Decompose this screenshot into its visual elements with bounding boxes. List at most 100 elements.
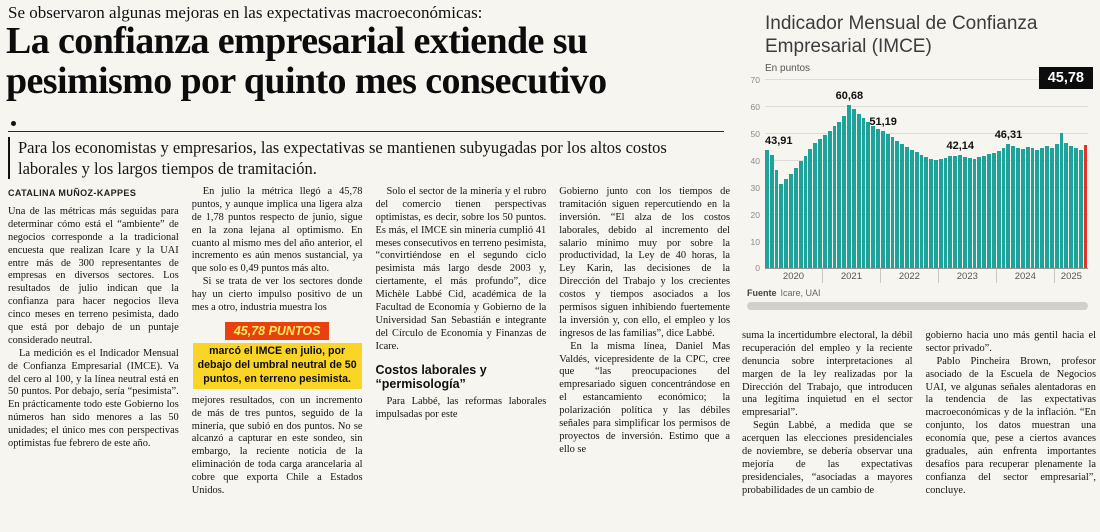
bar-month [1059, 132, 1064, 269]
article-paragraph: Solo el sector de la minería y el rubro … [375, 186, 547, 352]
bar-month [938, 159, 943, 269]
chart-x-axis: 2020 2021 2022 2023 2024 2025 [765, 268, 1088, 284]
article-column-4: Gobierno junto con los tiempos de tramit… [559, 186, 730, 530]
bar-month [919, 154, 924, 269]
bar-month [924, 156, 929, 269]
article-column-5: suma la incertidumbre electoral, la débi… [742, 330, 913, 530]
bar-month [880, 130, 885, 269]
article-paragraph: Según Labbé, a medida que se acerquen la… [742, 420, 913, 496]
bar-month [1049, 148, 1054, 269]
chart-scrollbar[interactable] [747, 302, 1088, 311]
y-axis-tick: 0 [755, 263, 760, 274]
bar-month [885, 133, 890, 269]
y-axis-tick: 20 [750, 209, 760, 220]
source-label: Fuente [747, 288, 777, 299]
bar-month [1016, 147, 1020, 269]
x-axis-year-label: 2020 [782, 271, 805, 283]
imce-chart: Indicador Mensual de Confianza Empresari… [737, 4, 1096, 326]
bar-month [1064, 142, 1069, 269]
x-axis-year-label: 2022 [879, 269, 938, 284]
bar-month-current [1083, 145, 1088, 269]
bar-month [784, 179, 789, 269]
bar-month [958, 155, 962, 269]
bar-month [876, 128, 880, 269]
article-paragraph: La medición es el Indicador Mensual de C… [8, 347, 179, 450]
article-paragraph: Una de las métricas más seguidas para de… [8, 206, 179, 346]
y-axis-tick: 40 [750, 155, 760, 166]
bar-month [803, 155, 808, 269]
bar-month [1040, 147, 1045, 269]
section-subhead: Costos laborales y “permisología” [375, 362, 487, 391]
bar-month [822, 135, 827, 269]
bar-month [832, 126, 837, 269]
chart-source: Fuente Icare, UAI [747, 288, 1088, 298]
chart-plot: 45,78 70 60 50 40 30 20 10 0 43,91 60,68 51,19 42,1… [751, 67, 1093, 273]
bar-month [837, 121, 842, 269]
y-axis-tick: 10 [750, 236, 760, 247]
x-axis-year-label: 2023 [937, 269, 996, 284]
imce-badge: 45,78 [1038, 67, 1093, 90]
bar-month [977, 157, 982, 269]
pull-quote-callout: 45,78 PUNTOS marcó el IMCE en julio, por … [192, 321, 362, 389]
article-paragraph: mejores resultados, con un incremento de… [191, 394, 363, 497]
callout-figure: 45,78 PUNTOS [224, 321, 330, 340]
bar-month [861, 117, 866, 269]
bar-month [914, 152, 919, 269]
bar-month [933, 160, 938, 269]
bar-month [991, 152, 996, 269]
bar-month [895, 140, 900, 269]
chart-data-label: 43,91 [765, 135, 793, 148]
kicker: Se observaron algunas mejoras en las exp… [8, 3, 483, 22]
bar-month [905, 146, 909, 269]
y-axis-tick: 70 [750, 75, 760, 86]
bar-month [1074, 148, 1078, 269]
bar-month [890, 137, 895, 269]
article-column-3: Solo el sector de la minería y el rubro … [376, 186, 547, 530]
bar-month [953, 155, 958, 269]
bar-month [982, 155, 987, 269]
bar-month [765, 150, 769, 269]
article-column-6: gobierno hacia uno más gentil hacia el s… [926, 330, 1097, 530]
article-paragraph: Gobierno junto con los tiempos de tramit… [559, 186, 730, 339]
y-axis-tick: 30 [750, 182, 760, 193]
bar-month [987, 154, 991, 269]
deck-subheadline: Para los economistas y empresarios, las … [8, 137, 714, 180]
chart-data-label: 46,31 [994, 128, 1023, 141]
gridline [765, 133, 1088, 135]
bar-month [1054, 144, 1059, 269]
source-value: Icare, UAI [780, 288, 821, 299]
y-axis-tick: 60 [750, 102, 760, 113]
bar-month [769, 154, 774, 269]
bar-month [1069, 146, 1073, 269]
article-column-1: CATALINA MUÑOZ-KAPPES Una de las métricas… [8, 186, 179, 530]
byline: CATALINA MUÑOZ-KAPPES [8, 188, 137, 198]
bar-month [943, 157, 948, 269]
bar-month [1035, 149, 1040, 269]
article-paragraph: Si se trata de ver los sectores donde ha… [191, 276, 363, 314]
article-column-2: En julio la métrica llegó a 45,78 puntos… [192, 186, 363, 530]
bar-month [948, 156, 953, 269]
bar-month [1001, 147, 1006, 269]
bar-month [1025, 146, 1030, 269]
bar-month [962, 156, 967, 269]
page-title: La confianza empresarial extiende su pes… [6, 20, 607, 102]
chart-title: Indicador Mensual de Confianza Empresari… [765, 13, 1038, 58]
body-columns-left: CATALINA MUÑOZ-KAPPES Una de las métricas… [8, 186, 730, 530]
bar-month [1006, 143, 1011, 269]
x-axis-year-label: 2024 [995, 269, 1054, 284]
x-axis-year-label: 2025 [1053, 269, 1088, 284]
gridline [765, 79, 1088, 81]
bar-month [1011, 145, 1016, 269]
bar-month [798, 161, 803, 269]
bar-month [967, 158, 972, 269]
article-paragraph: suma la incertidumbre electoral, la débi… [742, 330, 913, 419]
bar-month [909, 149, 914, 269]
bar-month [1078, 150, 1083, 269]
chart-bars [765, 80, 1088, 269]
article-paragraph: En la misma línea, Daniel Mas Valdés, vi… [559, 340, 730, 455]
bar-month [808, 149, 813, 269]
bar-month [866, 122, 871, 269]
bar-month [847, 105, 851, 269]
bar-month [789, 174, 793, 269]
